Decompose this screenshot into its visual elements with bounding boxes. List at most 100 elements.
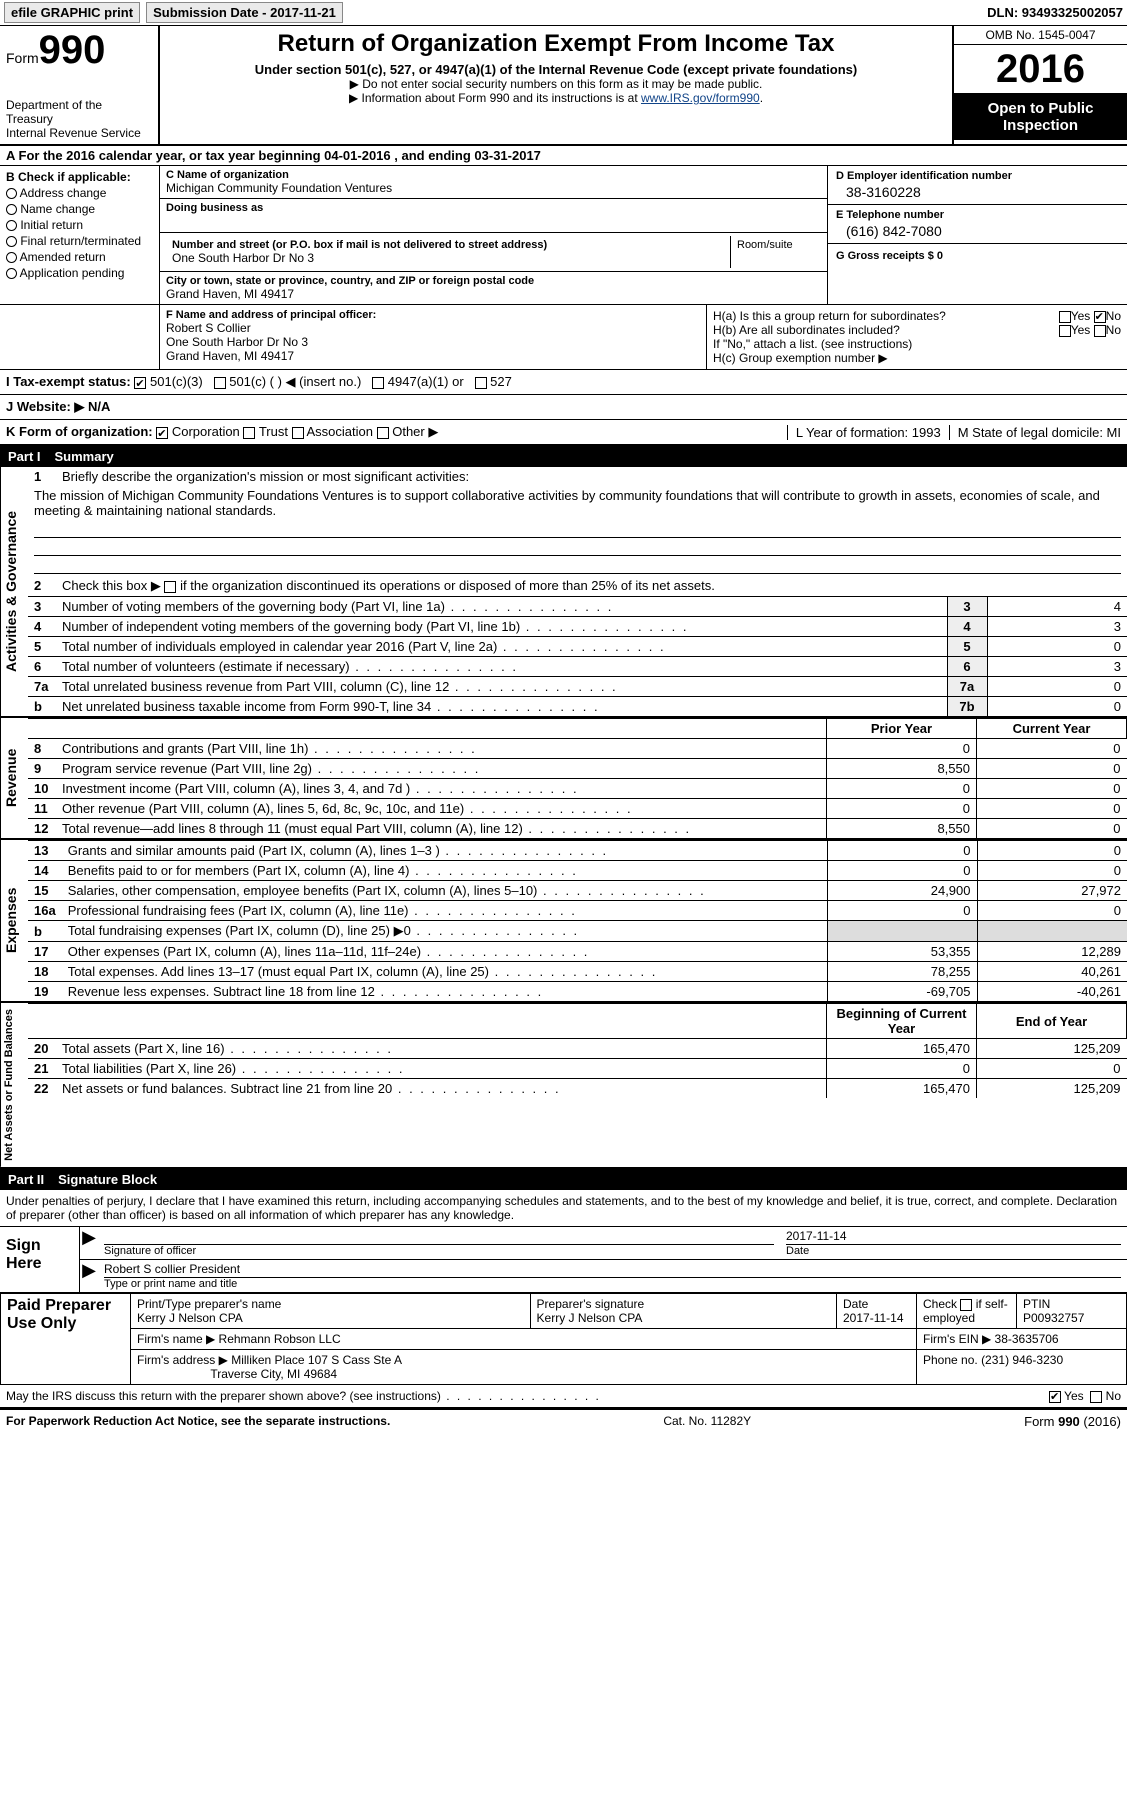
discuss-no[interactable] [1090,1391,1102,1403]
officer-label: F Name and address of principal officer: [166,309,700,321]
submission-date-button[interactable]: Submission Date - 2017-11-21 [146,2,343,23]
header-center: Return of Organization Exempt From Incom… [160,26,952,144]
hb-no[interactable] [1094,325,1106,337]
chk-initial-return[interactable]: Initial return [6,218,153,232]
chk-self-employed[interactable] [960,1299,972,1311]
chk-final-return[interactable]: Final return/terminated [6,234,153,248]
table-row: 14Benefits paid to or for members (Part … [28,861,1127,881]
firm-addr2: Traverse City, MI 49684 [210,1367,337,1381]
row-k-label: K Form of organization: [6,424,153,439]
chk-4947[interactable] [372,377,384,389]
line2-text2: if the organization discontinued its ope… [180,578,715,593]
ptin-value: P00932757 [1023,1311,1120,1325]
chk-discontinued[interactable] [164,581,176,593]
row-i-tax-status: I Tax-exempt status: 501(c)(3) 501(c) ( … [0,370,1127,395]
hb-note: If "No," attach a list. (see instruction… [713,337,1121,351]
chk-527[interactable] [475,377,487,389]
prep-date-label: Date [843,1297,910,1311]
printed-name-label: Type or print name and title [104,1278,237,1290]
dba-label: Doing business as [166,202,821,214]
page-footer: For Paperwork Reduction Act Notice, see … [0,1408,1127,1433]
header-right: OMB No. 1545-0047 2016 Open to Public In… [952,26,1127,144]
na-tab: Net Assets or Fund Balances [0,1003,28,1167]
mission-uline2 [34,540,1121,556]
footer-right: Form 990 (2016) [1024,1414,1121,1429]
chk-trust[interactable] [243,427,255,439]
table-row: 8Contributions and grants (Part VIII, li… [28,739,1127,759]
dln-label: DLN: 93493325002057 [987,5,1123,20]
firm-name-label: Firm's name ▶ [137,1332,215,1346]
prior-year-hdr: Prior Year [827,719,977,739]
form-title: Return of Organization Exempt From Incom… [170,30,942,58]
revenue-section: Revenue Prior YearCurrent Year 8Contribu… [0,718,1127,840]
ag-tab: Activities & Governance [0,467,28,716]
part2-label: Part II [8,1172,44,1187]
discuss-label: May the IRS discuss this return with the… [6,1389,441,1403]
irs-link[interactable]: www.IRS.gov/form990 [641,91,760,105]
mission-text: The mission of Michigan Community Founda… [28,486,1127,520]
ein-label: D Employer identification number [836,170,1119,182]
row-i-label: I Tax-exempt status: [6,374,131,389]
table-row: 19Revenue less expenses. Subtract line 1… [28,982,1127,1002]
prep-sig: Kerry J Nelson CPA [537,1311,830,1325]
org-name-label: C Name of organization [166,169,821,181]
chk-corp[interactable] [156,427,168,439]
hc-label: H(c) Group exemption number ▶ [713,351,1121,365]
current-year-hdr: Current Year [977,719,1127,739]
sign-here-label: Sign Here [0,1227,80,1292]
discuss-yes[interactable] [1049,1391,1061,1403]
begin-year-hdr: Beginning of Current Year [827,1004,977,1039]
table-row: 12Total revenue—add lines 8 through 11 (… [28,819,1127,839]
preparer-table: Paid Preparer Use Only Print/Type prepar… [0,1293,1127,1385]
org-name: Michigan Community Foundation Ventures [166,181,821,195]
perjury-text: Under penalties of perjury, I declare th… [0,1190,1127,1227]
chk-name-change[interactable]: Name change [6,202,153,216]
chk-501c[interactable] [214,377,226,389]
col-b-checkboxes: B Check if applicable: Address change Na… [0,166,160,304]
chk-501c3[interactable] [134,377,146,389]
exp-tab: Expenses [0,840,28,1001]
mission-uline1 [34,522,1121,538]
ha-label: H(a) Is this a group return for subordin… [713,309,946,323]
table-row: 18Total expenses. Add lines 13–17 (must … [28,962,1127,982]
chk-other[interactable] [377,427,389,439]
open-to-public: Open to Public Inspection [954,94,1127,140]
form-header: Form990 Department of the Treasury Inter… [0,26,1127,146]
table-row: 3Number of voting members of the governi… [28,597,1127,617]
ha-no[interactable] [1094,311,1106,323]
table-row: 20Total assets (Part X, line 16)165,4701… [28,1039,1127,1059]
phone-label: Phone no. [923,1353,978,1367]
row-a-tax-year: A For the 2016 calendar year, or tax yea… [0,146,1127,166]
firm-addr1: Milliken Place 107 S Cass Ste A [231,1353,402,1367]
efile-button[interactable]: efile GRAPHIC print [4,2,140,23]
exp-table: 13Grants and similar amounts paid (Part … [28,840,1127,1001]
address-box: Number and street (or P.O. box if mail i… [160,233,827,272]
table-row: 10Investment income (Part VIII, column (… [28,779,1127,799]
chk-application-pending[interactable]: Application pending [6,266,153,280]
chk-assoc[interactable] [292,427,304,439]
col-b-spacer [0,305,160,369]
h-group-return: H(a) Is this a group return for subordin… [707,305,1127,369]
chk-address-change[interactable]: Address change [6,186,153,200]
addr-label: Number and street (or P.O. box if mail i… [172,239,724,251]
top-bar: efile GRAPHIC print Submission Date - 20… [0,0,1127,26]
prep-name: Kerry J Nelson CPA [137,1311,524,1325]
activities-governance: Activities & Governance 1Briefly describ… [0,467,1127,718]
hb-label: H(b) Are all subordinates included? [713,323,900,337]
dba-box: Doing business as [160,199,827,233]
chk-amended-return[interactable]: Amended return [6,250,153,264]
ha-yes[interactable] [1059,311,1071,323]
note-info-text: ▶ Information about Form 990 and its ins… [349,91,641,105]
table-row: 4Number of independent voting members of… [28,617,1127,637]
rev-table: Prior YearCurrent Year 8Contributions an… [28,718,1127,838]
hb-yes[interactable] [1059,325,1071,337]
footer-center: Cat. No. 11282Y [663,1414,751,1429]
year-formation: L Year of formation: 1993 [787,425,941,440]
col-d: D Employer identification number 38-3160… [827,166,1127,304]
tel-value: (616) 842-7080 [836,221,1119,239]
form-subtitle: Under section 501(c), 527, or 4947(a)(1)… [170,62,942,77]
col-b-label: B Check if applicable: [6,170,153,184]
signature-block: Under penalties of perjury, I declare th… [0,1190,1127,1408]
opt-527: 527 [490,374,512,389]
prep-name-label: Print/Type preparer's name [137,1297,524,1311]
